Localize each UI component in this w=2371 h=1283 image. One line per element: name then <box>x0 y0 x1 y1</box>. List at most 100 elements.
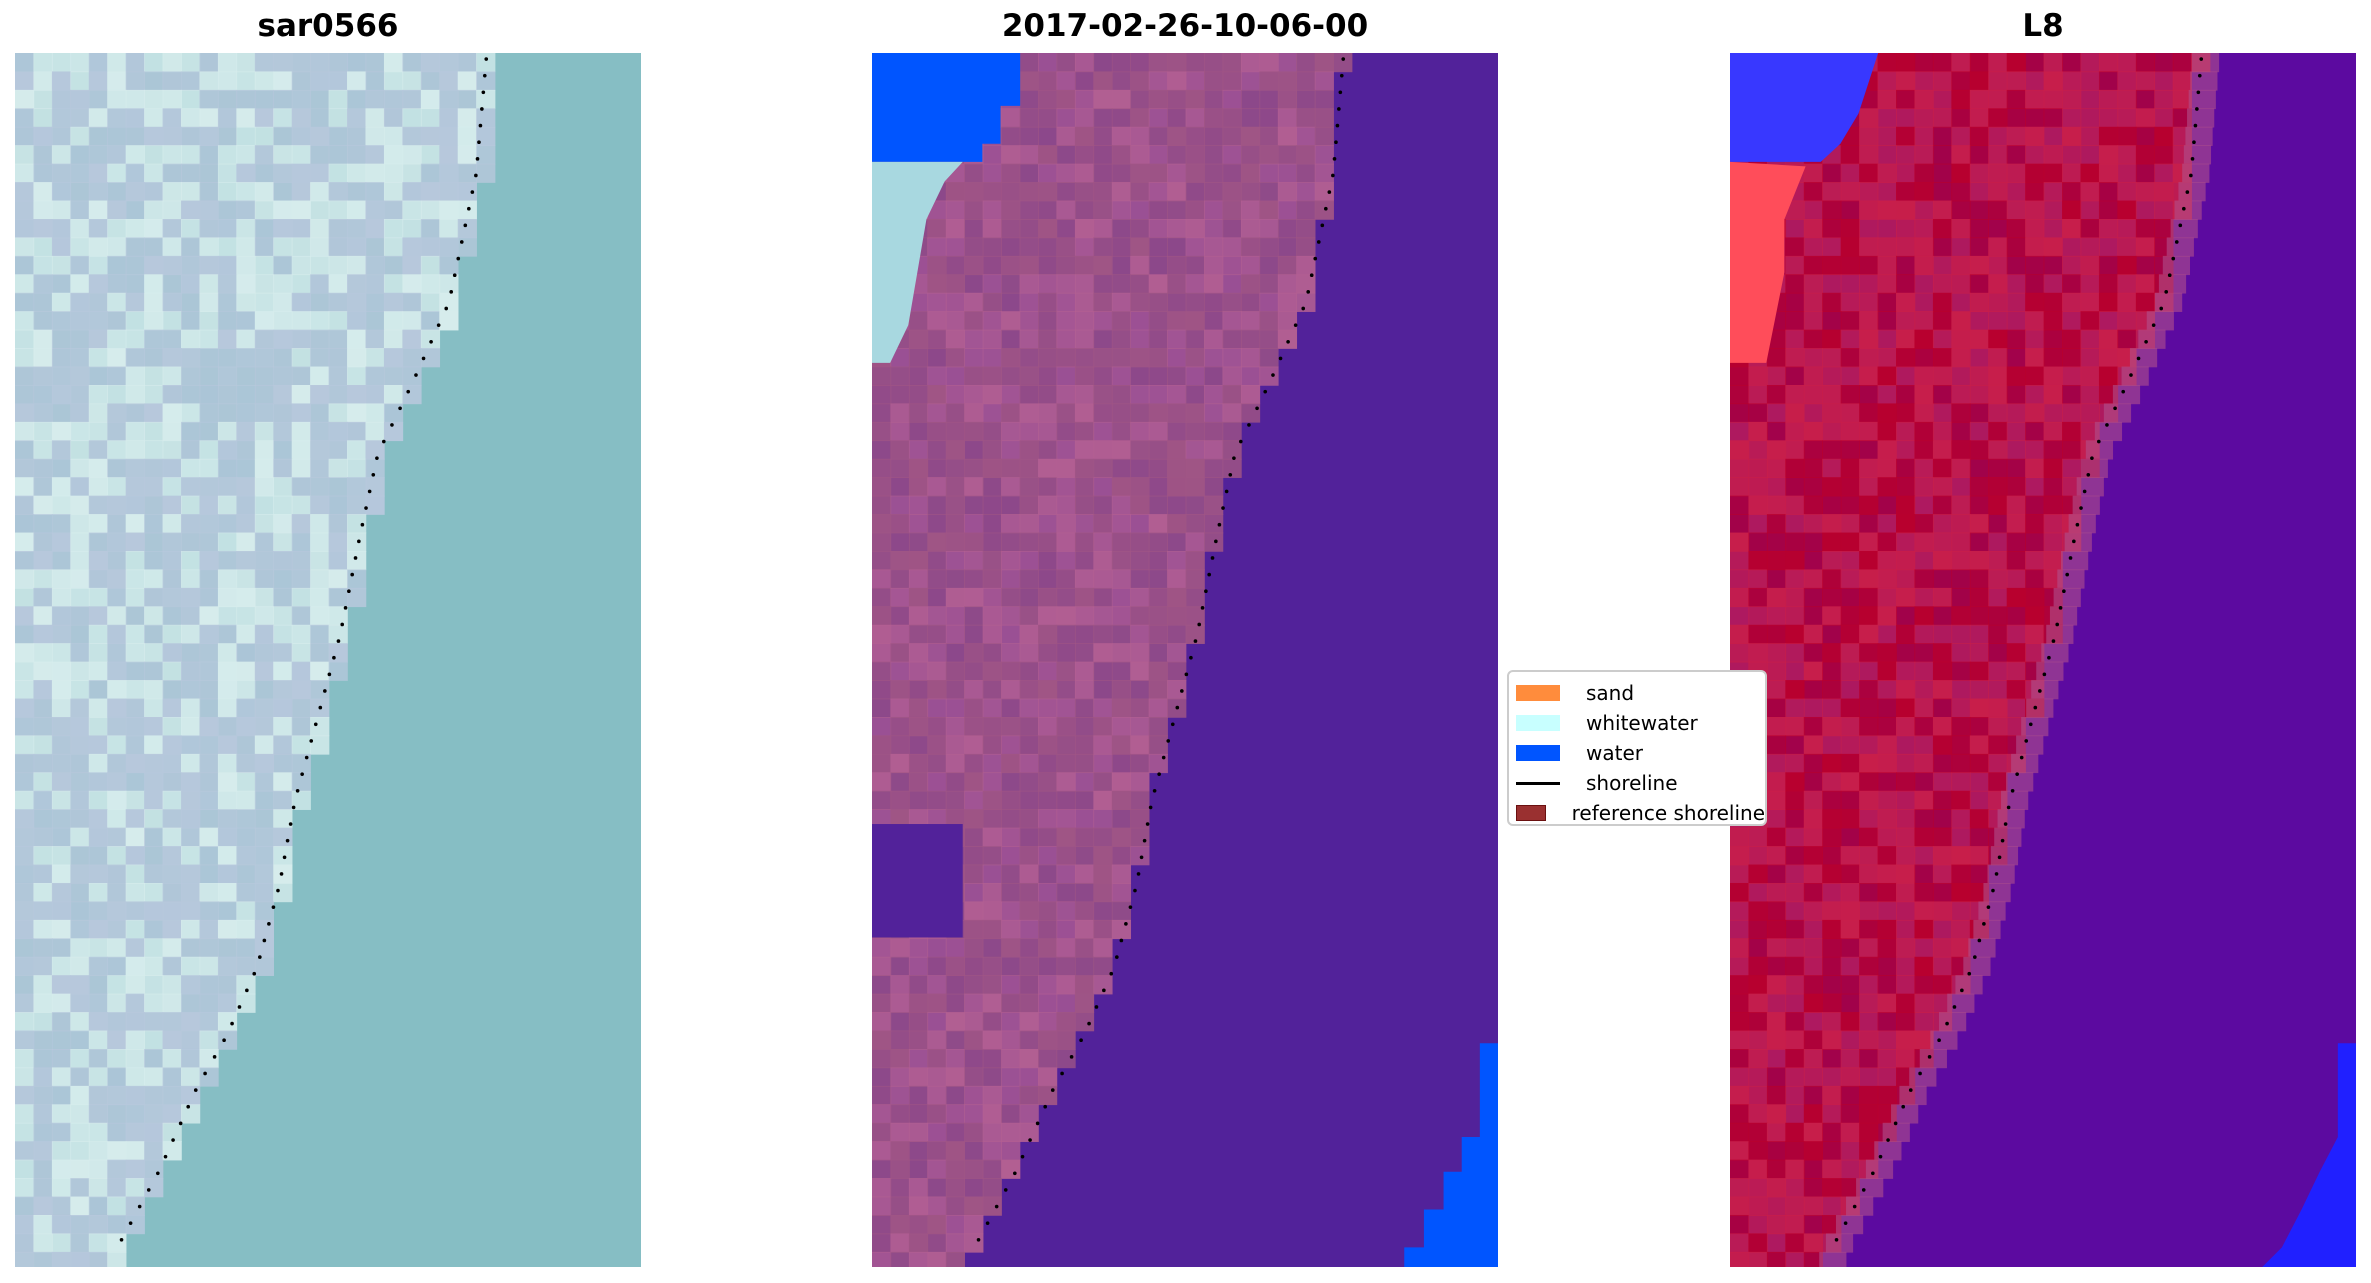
transition-pixel <box>1963 956 1991 976</box>
land-pixel <box>1877 735 1897 755</box>
land-pixel <box>236 126 256 146</box>
land-pixel <box>236 495 256 515</box>
land-pixel <box>1019 1012 1039 1032</box>
land-pixel <box>1840 1030 1860 1050</box>
land-pixel <box>1185 163 1205 183</box>
land-pixel <box>33 864 53 884</box>
land-pixel <box>1822 366 1842 386</box>
shoreline-point <box>449 290 454 294</box>
land-pixel <box>2080 53 2100 73</box>
land-pixel <box>1932 292 1953 312</box>
land-pixel <box>890 348 910 368</box>
land-pixel <box>1019 753 1039 774</box>
land-pixel <box>70 384 90 405</box>
land-pixel <box>1038 108 1058 128</box>
land-pixel <box>1969 440 1990 460</box>
land-pixel <box>964 348 984 368</box>
land-pixel <box>1803 384 1823 405</box>
land-pixel <box>310 126 330 146</box>
land-pixel <box>927 274 947 294</box>
land-pixel <box>1840 200 1860 220</box>
land-pixel <box>15 403 35 423</box>
land-pixel <box>365 440 385 460</box>
land-pixel <box>1038 274 1058 294</box>
land-pixel <box>181 993 201 1013</box>
land-pixel <box>1803 643 1823 663</box>
shoreline-point <box>2051 639 2056 643</box>
land-pixel <box>107 1122 127 1142</box>
land-pixel <box>162 809 182 829</box>
land-pixel <box>1785 919 1805 940</box>
land-pixel <box>273 882 293 903</box>
land-pixel <box>1001 827 1021 847</box>
land-pixel <box>328 218 348 239</box>
land-pixel <box>88 1122 108 1142</box>
land-pixel <box>383 182 404 202</box>
land-pixel <box>964 956 984 976</box>
land-pixel <box>51 901 72 921</box>
land-pixel <box>1803 1048 1823 1069</box>
land-pixel <box>328 606 348 626</box>
land-pixel <box>1932 200 1953 220</box>
land-pixel <box>1167 680 1187 700</box>
land-pixel <box>908 1067 929 1087</box>
land-pixel <box>273 772 293 792</box>
land-pixel <box>1111 218 1132 239</box>
land-pixel <box>254 126 275 146</box>
transition-pixel <box>1909 1067 1937 1087</box>
land-pixel <box>1822 569 1842 589</box>
land-pixel <box>1111 108 1132 128</box>
land-pixel <box>217 458 238 478</box>
land-pixel <box>2006 495 2026 515</box>
land-pixel <box>1988 218 2008 239</box>
land-pixel <box>51 956 72 976</box>
land-pixel <box>33 716 53 737</box>
land-pixel <box>1822 846 1842 866</box>
shoreline-point <box>2055 622 2060 627</box>
land-pixel <box>2006 440 2026 460</box>
land-pixel <box>273 89 293 110</box>
land-pixel <box>1001 680 1021 700</box>
land-pixel <box>908 624 929 644</box>
land-pixel <box>2006 237 2026 257</box>
land-pixel <box>1877 698 1897 718</box>
shoreline-point <box>279 872 284 876</box>
land-pixel <box>1056 145 1076 165</box>
land-pixel <box>964 1233 984 1253</box>
land-pixel <box>1914 126 1934 146</box>
land-pixel <box>107 237 127 257</box>
land-pixel <box>908 514 929 534</box>
land-pixel <box>927 569 947 589</box>
land-pixel <box>1204 126 1224 146</box>
land-pixel <box>1167 661 1187 681</box>
land-pixel <box>162 1122 182 1142</box>
land-pixel <box>872 403 892 423</box>
land-pixel <box>2172 89 2192 110</box>
shoreline-point <box>481 90 486 95</box>
land-pixel <box>15 1178 35 1198</box>
land-pixel <box>420 200 441 220</box>
land-pixel <box>1840 606 1860 626</box>
shoreline-point <box>237 1005 242 1009</box>
land-pixel <box>107 624 127 644</box>
land-pixel <box>199 384 219 405</box>
land-pixel <box>982 901 1002 921</box>
shoreline-point <box>1937 1038 1941 1043</box>
land-pixel <box>872 458 892 478</box>
land-pixel <box>51 1251 72 1267</box>
land-pixel <box>70 882 90 903</box>
shoreline-point <box>1320 223 1325 228</box>
land-pixel <box>181 145 201 165</box>
panel-title-date: 2017-02-26-10-06-00 <box>1001 8 1369 44</box>
land-pixel <box>1932 514 1953 534</box>
land-pixel <box>125 421 145 442</box>
land-pixel <box>1001 126 1021 146</box>
land-pixel <box>1730 587 1750 608</box>
land-pixel <box>347 366 367 386</box>
land-pixel <box>310 329 330 349</box>
land-pixel <box>236 163 256 183</box>
land-pixel <box>1074 882 1095 903</box>
land-pixel <box>1932 384 1953 405</box>
land-pixel <box>1877 108 1897 128</box>
land-pixel <box>2098 163 2119 183</box>
